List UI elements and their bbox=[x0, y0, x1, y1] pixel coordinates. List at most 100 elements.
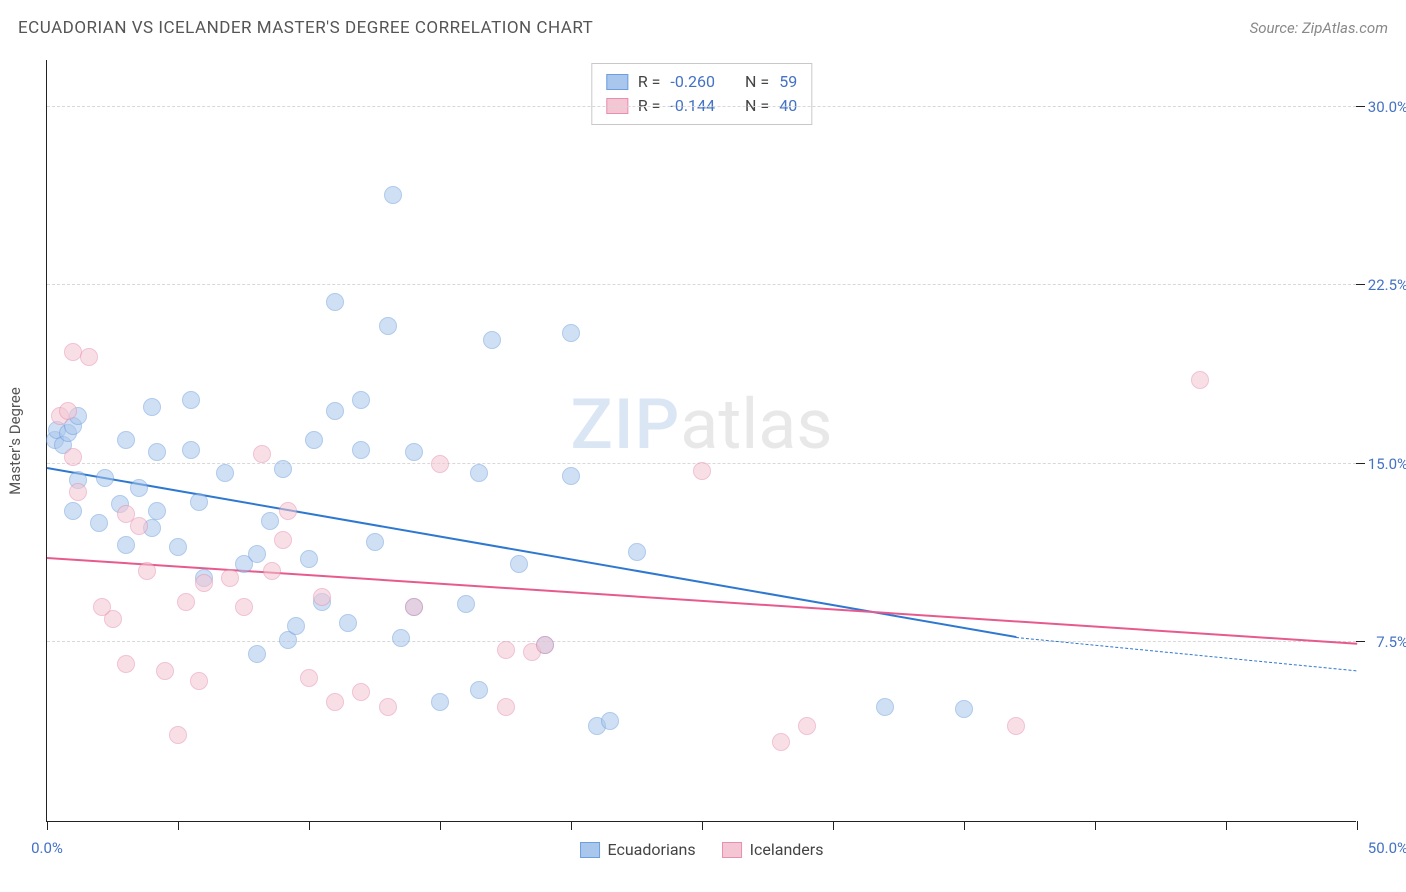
data-point bbox=[352, 683, 370, 701]
data-point bbox=[274, 531, 292, 549]
x-tick bbox=[1357, 821, 1358, 830]
gridline bbox=[47, 106, 1356, 107]
data-point bbox=[384, 186, 402, 204]
data-point bbox=[1007, 717, 1025, 735]
data-point bbox=[148, 502, 166, 520]
data-point bbox=[601, 712, 619, 730]
x-tick bbox=[47, 821, 48, 830]
legend-label: Ecuadorians bbox=[608, 840, 696, 859]
x-tick bbox=[964, 821, 965, 830]
data-point bbox=[274, 460, 292, 478]
legend-label: Icelanders bbox=[750, 840, 824, 859]
gridline bbox=[47, 641, 1356, 642]
x-tick bbox=[571, 821, 572, 830]
data-point bbox=[305, 431, 323, 449]
watermark: ZIPatlas bbox=[571, 384, 833, 466]
data-point bbox=[379, 698, 397, 716]
data-point bbox=[261, 512, 279, 530]
legend-row-ecuadorians: R = -0.260 N = 59 bbox=[606, 70, 797, 94]
x-axis-min-label: 0.0% bbox=[31, 839, 63, 857]
data-point bbox=[263, 562, 281, 580]
data-point bbox=[90, 514, 108, 532]
data-point bbox=[470, 464, 488, 482]
y-tick-label: 7.5% bbox=[1376, 633, 1406, 651]
y-tick bbox=[1356, 641, 1365, 642]
data-point bbox=[562, 324, 580, 342]
y-tick-label: 22.5% bbox=[1368, 276, 1406, 294]
data-point bbox=[182, 441, 200, 459]
n-label: N = bbox=[745, 70, 769, 94]
data-point bbox=[253, 445, 271, 463]
correlation-legend: R = -0.260 N = 59 R = -0.144 N = 40 bbox=[591, 63, 812, 125]
data-point bbox=[1191, 371, 1209, 389]
n-value: 59 bbox=[779, 70, 797, 94]
data-point bbox=[457, 595, 475, 613]
data-point bbox=[536, 636, 554, 654]
data-point bbox=[497, 698, 515, 716]
data-point bbox=[117, 536, 135, 554]
chart-title: ECUADORIAN VS ICELANDER MASTER'S DEGREE … bbox=[18, 18, 593, 38]
data-point bbox=[955, 700, 973, 718]
data-point bbox=[876, 698, 894, 716]
y-tick-label: 15.0% bbox=[1368, 455, 1406, 473]
data-point bbox=[405, 443, 423, 461]
data-point bbox=[279, 502, 297, 520]
data-point bbox=[130, 517, 148, 535]
data-point bbox=[169, 726, 187, 744]
data-point bbox=[628, 543, 646, 561]
data-point bbox=[64, 448, 82, 466]
data-point bbox=[392, 629, 410, 647]
legend-item-ecuadorians: Ecuadorians bbox=[580, 840, 696, 859]
data-point bbox=[93, 598, 111, 616]
data-point bbox=[80, 348, 98, 366]
data-point bbox=[138, 562, 156, 580]
x-tick bbox=[1095, 821, 1096, 830]
scatter-plot-area: Master's Degree ZIPatlas R = -0.260 N = … bbox=[46, 60, 1356, 822]
data-point bbox=[117, 431, 135, 449]
legend-item-icelanders: Icelanders bbox=[722, 840, 824, 859]
data-point bbox=[190, 672, 208, 690]
data-point bbox=[497, 641, 515, 659]
data-point bbox=[562, 467, 580, 485]
data-point bbox=[156, 662, 174, 680]
data-point bbox=[169, 538, 187, 556]
swatch-ecuadorians bbox=[580, 842, 600, 858]
x-tick bbox=[178, 821, 179, 830]
gridline bbox=[47, 284, 1356, 285]
data-point bbox=[221, 569, 239, 587]
swatch-icelanders bbox=[722, 842, 742, 858]
data-point bbox=[216, 464, 234, 482]
data-point bbox=[326, 293, 344, 311]
watermark-atlas: atlas bbox=[680, 384, 832, 466]
data-point bbox=[431, 455, 449, 473]
data-point bbox=[352, 391, 370, 409]
data-point bbox=[405, 598, 423, 616]
x-tick bbox=[309, 821, 310, 830]
data-point bbox=[190, 493, 208, 511]
x-tick bbox=[702, 821, 703, 830]
data-point bbox=[352, 441, 370, 459]
data-point bbox=[64, 502, 82, 520]
data-point bbox=[326, 402, 344, 420]
x-tick bbox=[833, 821, 834, 830]
data-point bbox=[470, 681, 488, 699]
data-point bbox=[379, 317, 397, 335]
data-point bbox=[772, 733, 790, 751]
data-point bbox=[248, 545, 266, 563]
data-point bbox=[248, 645, 266, 663]
data-point bbox=[96, 469, 114, 487]
data-point bbox=[366, 533, 384, 551]
data-point bbox=[182, 391, 200, 409]
data-point bbox=[510, 555, 528, 573]
data-point bbox=[69, 483, 87, 501]
data-point bbox=[339, 614, 357, 632]
data-point bbox=[195, 574, 213, 592]
x-axis-max-label: 50.0% bbox=[1368, 839, 1406, 857]
y-tick bbox=[1356, 106, 1365, 107]
data-point bbox=[300, 669, 318, 687]
data-point bbox=[326, 693, 344, 711]
source-attribution: Source: ZipAtlas.com bbox=[1250, 19, 1388, 37]
data-point bbox=[117, 655, 135, 673]
y-tick bbox=[1356, 284, 1365, 285]
data-point bbox=[148, 443, 166, 461]
